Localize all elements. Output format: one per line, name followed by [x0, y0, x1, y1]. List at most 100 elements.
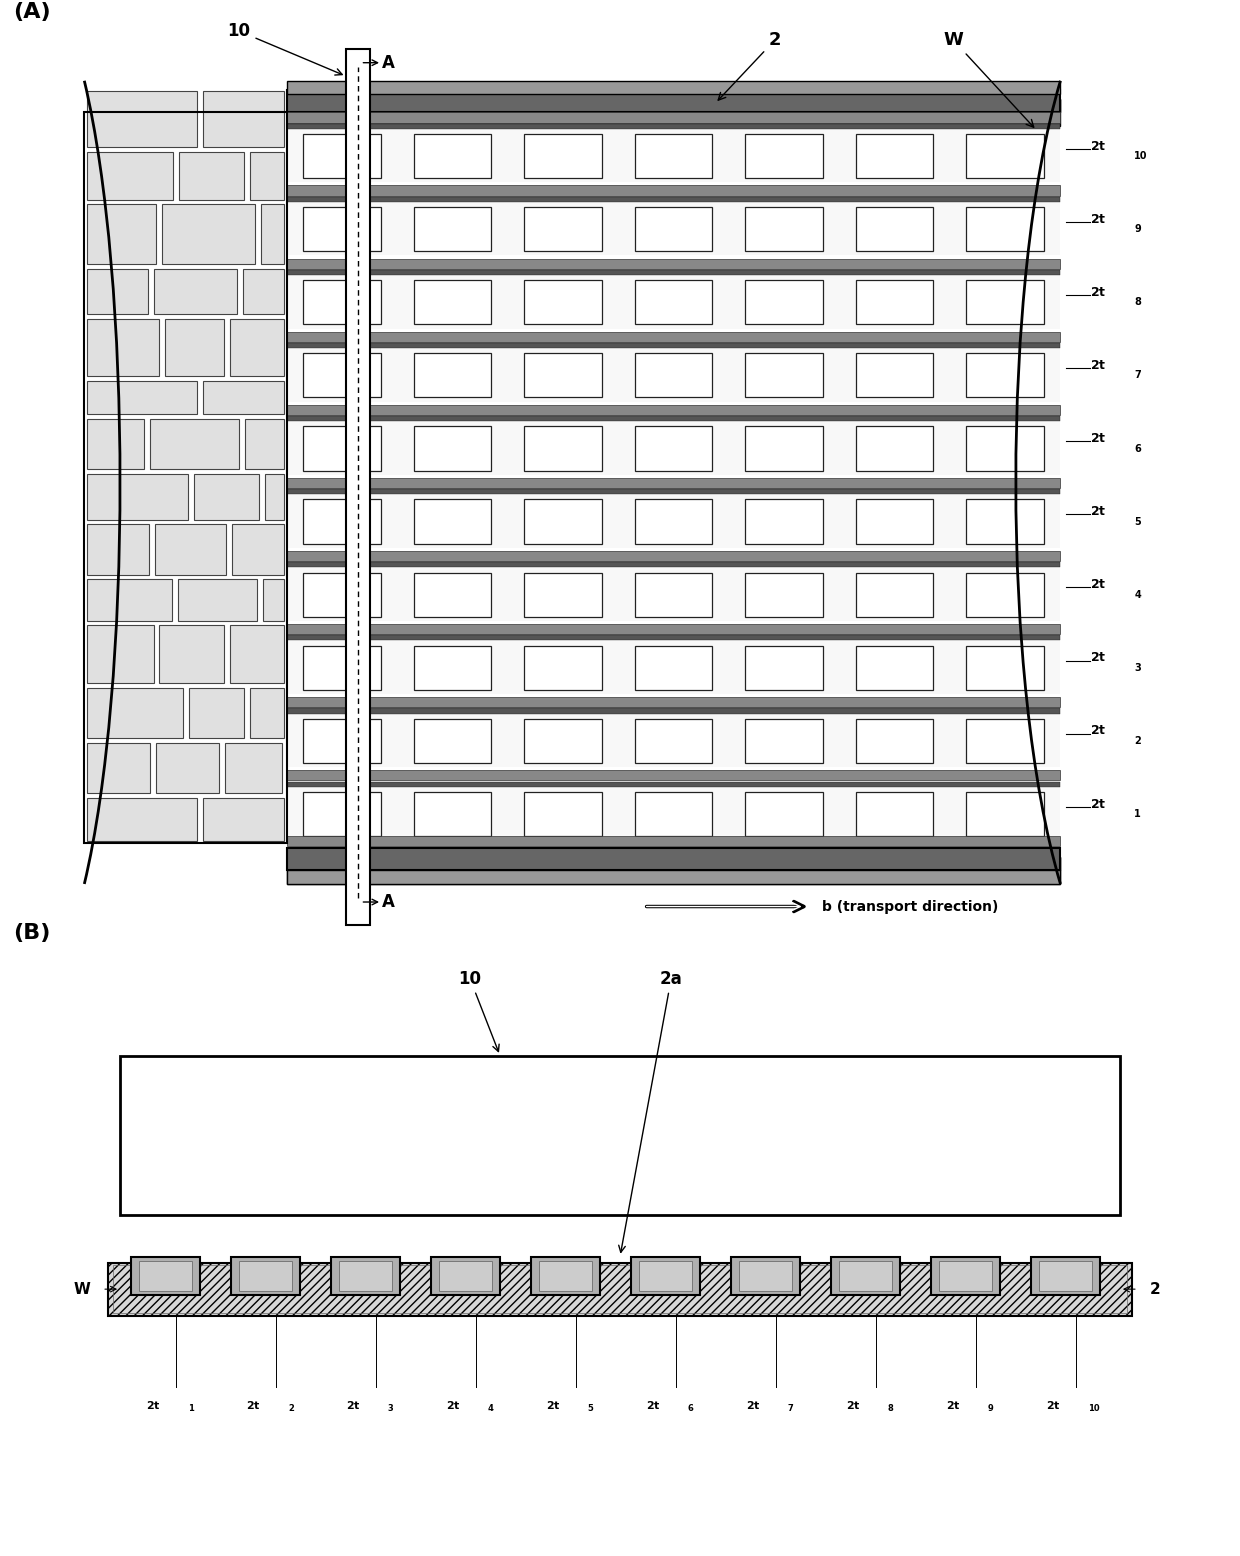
Bar [414, 573, 491, 616]
Bar [286, 857, 1060, 884]
Bar [229, 626, 284, 683]
Text: $\mathbf{2t}$: $\mathbf{2t}$ [446, 1399, 461, 1411]
Bar [739, 1260, 791, 1291]
Bar [856, 207, 934, 251]
Bar [286, 551, 1060, 562]
Bar [525, 792, 601, 836]
Text: 6: 6 [688, 1405, 693, 1413]
Bar [286, 100, 1060, 126]
Text: 6: 6 [1135, 443, 1141, 453]
Text: 4: 4 [1135, 590, 1141, 599]
Bar [635, 353, 712, 397]
Bar [286, 422, 1060, 475]
Bar [224, 742, 281, 794]
Bar [87, 473, 187, 520]
Bar [635, 207, 712, 251]
Bar [154, 269, 237, 314]
Bar [856, 719, 934, 762]
Text: 8: 8 [888, 1405, 894, 1413]
Text: 7: 7 [787, 1405, 794, 1413]
Bar [525, 646, 601, 689]
Bar [286, 848, 1060, 870]
Bar [966, 280, 1044, 324]
Bar [249, 688, 284, 738]
Text: 7: 7 [1135, 370, 1141, 380]
Bar [239, 1260, 291, 1291]
Bar [414, 134, 491, 179]
Bar [286, 81, 1060, 95]
Bar [84, 112, 286, 843]
Bar [250, 151, 284, 199]
Bar [414, 499, 491, 543]
Bar [635, 792, 712, 836]
Text: $\mathbf{2t}$: $\mathbf{2t}$ [1090, 652, 1106, 664]
Bar [539, 1260, 591, 1291]
Bar [286, 635, 1060, 641]
Bar [525, 207, 601, 251]
Bar [231, 1257, 300, 1295]
Bar [635, 573, 712, 616]
Bar [414, 646, 491, 689]
Text: A: A [382, 54, 394, 72]
Bar [155, 524, 226, 576]
Bar [525, 426, 601, 470]
Text: b (transport direction): b (transport direction) [822, 899, 998, 913]
Text: 2: 2 [718, 31, 781, 100]
Bar [156, 742, 219, 794]
Text: 3: 3 [1135, 663, 1141, 672]
Bar [745, 499, 823, 543]
Bar [304, 792, 381, 836]
Text: $\mathbf{2t}$: $\mathbf{2t}$ [846, 1399, 861, 1411]
Bar [304, 646, 381, 689]
Bar [286, 202, 1060, 255]
Bar [87, 151, 174, 199]
Text: $\mathbf{2t}$: $\mathbf{2t}$ [1090, 359, 1106, 372]
Bar [286, 112, 1060, 123]
Bar [966, 207, 1044, 251]
Bar [856, 134, 934, 179]
Bar [839, 1260, 892, 1291]
Bar [304, 353, 381, 397]
Text: $\mathbf{2t}$: $\mathbf{2t}$ [247, 1399, 260, 1411]
Text: W: W [944, 31, 1034, 128]
Text: $\mathbf{2t}$: $\mathbf{2t}$ [1090, 798, 1106, 811]
Text: $\mathbf{2t}$: $\mathbf{2t}$ [1090, 433, 1106, 445]
Bar [414, 792, 491, 836]
Bar [203, 381, 284, 414]
Bar [745, 573, 823, 616]
Bar [856, 353, 934, 397]
Text: $\mathbf{2t}$: $\mathbf{2t}$ [1090, 579, 1106, 591]
Bar [635, 134, 712, 179]
Bar [231, 319, 284, 377]
Bar [730, 1257, 800, 1295]
Bar [414, 719, 491, 762]
Bar [745, 134, 823, 179]
Bar [286, 123, 1060, 129]
Bar [831, 1257, 900, 1295]
Text: $\mathbf{2t}$: $\mathbf{2t}$ [1090, 286, 1106, 299]
Bar [286, 562, 1060, 568]
Bar [246, 419, 284, 468]
Bar [286, 870, 1060, 884]
Bar [131, 1257, 200, 1295]
Bar [87, 524, 149, 576]
Bar [439, 1260, 492, 1291]
Bar [414, 426, 491, 470]
Bar [1039, 1260, 1091, 1291]
Bar [745, 719, 823, 762]
Bar [286, 781, 1060, 787]
Bar [120, 1055, 1120, 1215]
Bar [304, 280, 381, 324]
Bar [286, 495, 1060, 548]
Bar [286, 331, 1060, 342]
Bar [635, 646, 712, 689]
Text: $\mathbf{2t}$: $\mathbf{2t}$ [1090, 140, 1106, 152]
Bar [631, 1257, 701, 1295]
Bar [87, 688, 184, 738]
Bar [745, 207, 823, 251]
Bar [286, 196, 1060, 202]
Bar [286, 275, 1060, 328]
Bar [87, 269, 148, 314]
Bar [966, 792, 1044, 836]
Bar [286, 714, 1060, 767]
